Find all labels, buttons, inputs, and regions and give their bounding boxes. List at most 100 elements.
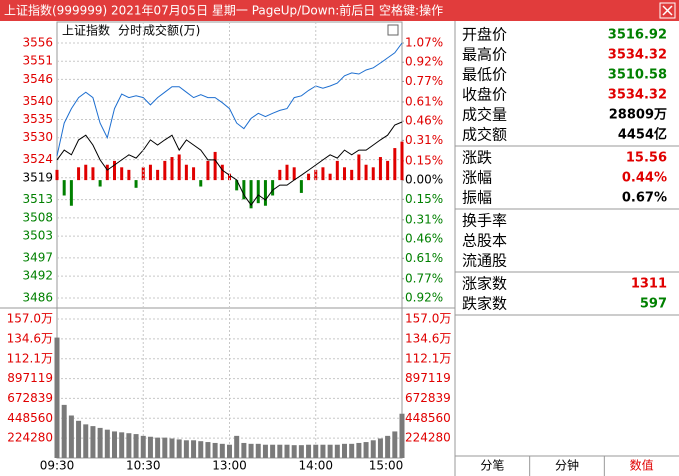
volume-bar — [327, 444, 333, 458]
tab[interactable]: 分钟 — [555, 458, 579, 473]
volume-bar — [241, 442, 247, 458]
y-tick-label: 224280 — [7, 431, 53, 445]
indicator-bar — [256, 180, 260, 204]
stat-label: 最低价 — [462, 66, 507, 84]
indicator-bar — [235, 180, 239, 191]
title-text: 上证指数(999999) 2021年07月05日 星期一 PageUp/Down… — [4, 3, 443, 18]
volume-bar — [298, 445, 304, 458]
stat-label: 成交额 — [462, 126, 507, 144]
close-box[interactable] — [659, 2, 676, 19]
volume-bar — [61, 404, 67, 458]
volume-bar — [205, 442, 211, 458]
stat-label: 涨家数 — [462, 275, 507, 293]
close-button[interactable] — [659, 2, 676, 19]
volume-bar — [212, 442, 218, 458]
close-icon[interactable] — [662, 5, 673, 16]
tab[interactable]: 数值 — [630, 458, 654, 473]
y2-tick-label: 0.31% — [405, 212, 443, 226]
indicator-bar — [285, 164, 289, 181]
volume-bar — [234, 435, 240, 458]
y-tick-label: 3546 — [22, 72, 53, 86]
y-tick-label: 3540 — [22, 94, 53, 108]
volume-bar — [320, 444, 326, 458]
tab[interactable]: 分笔 — [480, 458, 504, 473]
stat-value: 597 — [640, 297, 667, 312]
indicator-bar — [91, 167, 95, 181]
indicator-bar — [213, 151, 217, 181]
y2-tick-label: 0.61% — [405, 251, 443, 265]
indicator-bar — [364, 164, 368, 181]
y-tick-label: 3556 — [22, 36, 53, 50]
volume-bar — [291, 445, 297, 458]
y2-tick-label: 0.31% — [405, 133, 443, 147]
y2-tick-label: 0.00% — [405, 173, 443, 187]
stat-label: 流通股 — [462, 252, 507, 270]
indicator-bar — [249, 180, 253, 209]
indicator-bar — [199, 180, 203, 187]
volume-bar — [349, 443, 355, 458]
indicator-bar — [69, 180, 73, 206]
volume-bar — [126, 433, 132, 458]
x-tick-label: 10:30 — [126, 459, 161, 473]
volume-bar — [68, 415, 74, 458]
y-tick-label: 157.0万 — [7, 312, 53, 326]
indicator-bar — [357, 154, 361, 181]
y2-tick-label: 0.77% — [405, 271, 443, 285]
stat-label: 涨幅 — [462, 169, 492, 187]
indicator-bar — [350, 169, 354, 181]
volume-bar — [255, 443, 261, 458]
y-tick-label: 448560 — [7, 411, 53, 425]
window-icon[interactable] — [387, 24, 399, 36]
stat-value: 4454亿 — [618, 127, 667, 143]
y2-tick-label: 0.15% — [405, 192, 443, 206]
indicator-bar — [163, 160, 167, 181]
y2-tick-label: 448560 — [405, 411, 451, 425]
stat-label: 最高价 — [462, 46, 507, 64]
volume-bar — [133, 434, 139, 458]
indicator-bar — [141, 167, 145, 181]
y-tick-label: 3535 — [22, 112, 53, 126]
stat-label: 跌家数 — [462, 295, 507, 313]
volume-bar — [227, 444, 232, 458]
indicator-bar — [242, 180, 246, 200]
y2-tick-label: 0.61% — [405, 94, 443, 108]
volume-bar — [191, 440, 197, 458]
y2-tick-label: 1.07% — [405, 36, 443, 50]
y-tick-label: 897119 — [7, 371, 53, 385]
indicator-bar — [292, 167, 296, 181]
indicator-bar — [170, 157, 174, 181]
indicator-bar — [127, 169, 131, 181]
indicator-bar — [120, 167, 124, 181]
stat-value: 3534.32 — [608, 88, 667, 103]
stat-label: 涨跌 — [462, 149, 492, 167]
indicator-bar — [184, 164, 188, 181]
volume-bar — [155, 437, 161, 458]
y-tick-label: 3486 — [22, 291, 53, 305]
y-tick-label: 3497 — [22, 250, 53, 264]
volume-bar — [370, 440, 376, 458]
price-line — [56, 42, 403, 157]
stat-value: 1311 — [631, 277, 667, 292]
volume-bar — [277, 444, 283, 458]
stat-label: 成交量 — [462, 106, 507, 124]
indicator-bar — [98, 180, 102, 187]
volume-bar — [262, 444, 268, 458]
stat-value: 28809万 — [609, 108, 667, 123]
y2-tick-label: 0.46% — [405, 232, 443, 246]
indicator-bar — [206, 160, 210, 181]
y-tick-label: 3503 — [22, 229, 53, 243]
indicator-bar — [156, 169, 160, 181]
y-tick-label: 3508 — [22, 210, 53, 224]
volume-bar — [334, 444, 340, 458]
y2-tick-label: 224280 — [405, 431, 451, 445]
stat-label: 振幅 — [462, 189, 492, 207]
indicator-bar — [220, 164, 224, 181]
indicator-bar — [328, 173, 332, 181]
indicator-bar — [113, 160, 116, 181]
stat-value: 3510.58 — [608, 68, 667, 83]
y2-tick-label: 134.6万 — [405, 331, 451, 345]
volume-bar — [377, 438, 383, 458]
stat-label: 收盘价 — [462, 86, 507, 104]
indicator-bar — [393, 148, 397, 181]
